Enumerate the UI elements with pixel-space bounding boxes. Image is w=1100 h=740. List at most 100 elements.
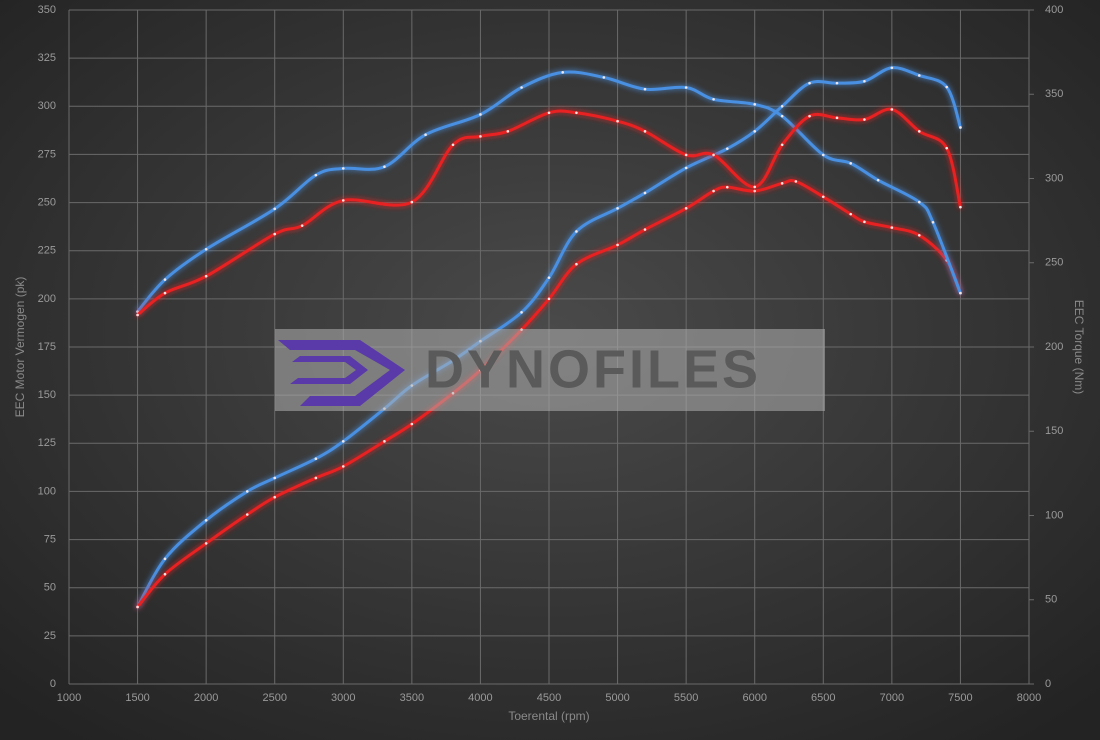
data-point [643, 191, 647, 195]
data-point [506, 130, 510, 133]
data-point [959, 205, 962, 209]
data-point [383, 440, 386, 443]
y-tick-label: 200 [38, 293, 56, 305]
data-point [341, 199, 345, 202]
data-point [273, 476, 277, 480]
data-point [890, 226, 894, 229]
data-point [945, 146, 949, 150]
y2-tick-label: 0 [1045, 678, 1051, 690]
data-point [780, 143, 784, 147]
x-axis-title: Toerental (rpm) [508, 709, 589, 723]
y2-tick-label: 50 [1045, 594, 1057, 606]
data-point [575, 262, 578, 266]
data-point [753, 189, 757, 193]
data-point [835, 81, 839, 85]
x-tick-label: 2500 [262, 692, 286, 704]
data-point [780, 114, 784, 118]
data-point [863, 79, 866, 83]
x-tick-label: 4000 [468, 692, 492, 704]
x-tick-label: 2000 [194, 692, 218, 704]
data-point [163, 291, 167, 295]
data-point [451, 143, 455, 147]
x-tick-label: 4500 [537, 692, 561, 704]
y2-tick-label: 200 [1045, 341, 1063, 353]
x-tick-label: 1000 [57, 692, 81, 704]
data-point [204, 274, 208, 278]
data-point [547, 111, 551, 115]
y-tick-label: 25 [44, 630, 56, 642]
data-point [204, 247, 208, 251]
y-tick-label: 125 [38, 437, 56, 449]
data-point [410, 200, 414, 204]
data-point [863, 220, 866, 224]
data-point [753, 185, 757, 189]
data-point [684, 153, 688, 157]
x-tick-label: 8000 [1017, 692, 1041, 704]
y-tick-label: 300 [38, 100, 56, 112]
data-point [821, 195, 825, 199]
data-point [808, 114, 811, 118]
x-tick-label: 6000 [742, 692, 766, 704]
y2-tick-label: 350 [1045, 88, 1063, 100]
data-point [163, 278, 167, 281]
watermark-logo [278, 340, 405, 406]
data-point [917, 74, 921, 77]
y-tick-label: 100 [38, 485, 56, 497]
data-point [575, 230, 578, 233]
data-point [917, 234, 921, 237]
data-point [917, 130, 921, 133]
y-axis-title: EEC Motor Vermogen (pk) [13, 277, 27, 418]
y-tick-label: 325 [38, 52, 56, 64]
data-point [136, 313, 139, 317]
data-point [273, 495, 277, 499]
data-point [163, 557, 167, 561]
data-point [780, 104, 784, 108]
data-point [959, 126, 962, 129]
data-point [794, 180, 798, 183]
data-point [808, 81, 811, 85]
data-point [684, 166, 688, 170]
data-point [136, 605, 139, 609]
y2-tick-label: 250 [1045, 257, 1063, 269]
y-tick-label: 225 [38, 245, 56, 257]
data-point [273, 207, 277, 211]
data-point [931, 221, 935, 224]
data-point [314, 457, 318, 460]
x-tick-label: 3500 [400, 692, 424, 704]
data-point [520, 86, 523, 89]
y-tick-label: 275 [38, 148, 56, 160]
data-point [245, 513, 249, 516]
data-point [204, 542, 208, 545]
data-point [479, 135, 482, 138]
data-point [821, 153, 825, 157]
y-tick-label: 350 [38, 4, 56, 16]
y-tick-label: 50 [44, 582, 56, 594]
x-tick-label: 7000 [880, 692, 904, 704]
data-point [547, 276, 551, 279]
y2-tick-label: 150 [1045, 425, 1063, 437]
data-point [575, 111, 578, 115]
data-point [876, 178, 880, 182]
x-tick-label: 1500 [125, 692, 149, 704]
x-tick-label: 6500 [811, 692, 835, 704]
data-point [890, 66, 894, 70]
y2-tick-label: 400 [1045, 4, 1063, 16]
data-point [780, 182, 784, 185]
data-point [643, 228, 647, 231]
data-point [547, 297, 551, 301]
data-point [561, 71, 565, 74]
x-tick-label: 3000 [331, 692, 355, 704]
y2-axis-title: EEC Torque (Nm) [1072, 300, 1086, 394]
watermark: DYNOFILES [275, 329, 825, 411]
data-point [849, 162, 853, 165]
data-point [753, 130, 757, 133]
data-point [479, 113, 482, 116]
data-point [520, 311, 523, 314]
data-point [643, 130, 647, 133]
data-point [725, 147, 729, 150]
grid [68, 9, 1034, 685]
data-point [959, 291, 962, 295]
y-tick-label: 75 [44, 533, 56, 545]
data-point [890, 108, 894, 111]
data-point [273, 232, 277, 236]
